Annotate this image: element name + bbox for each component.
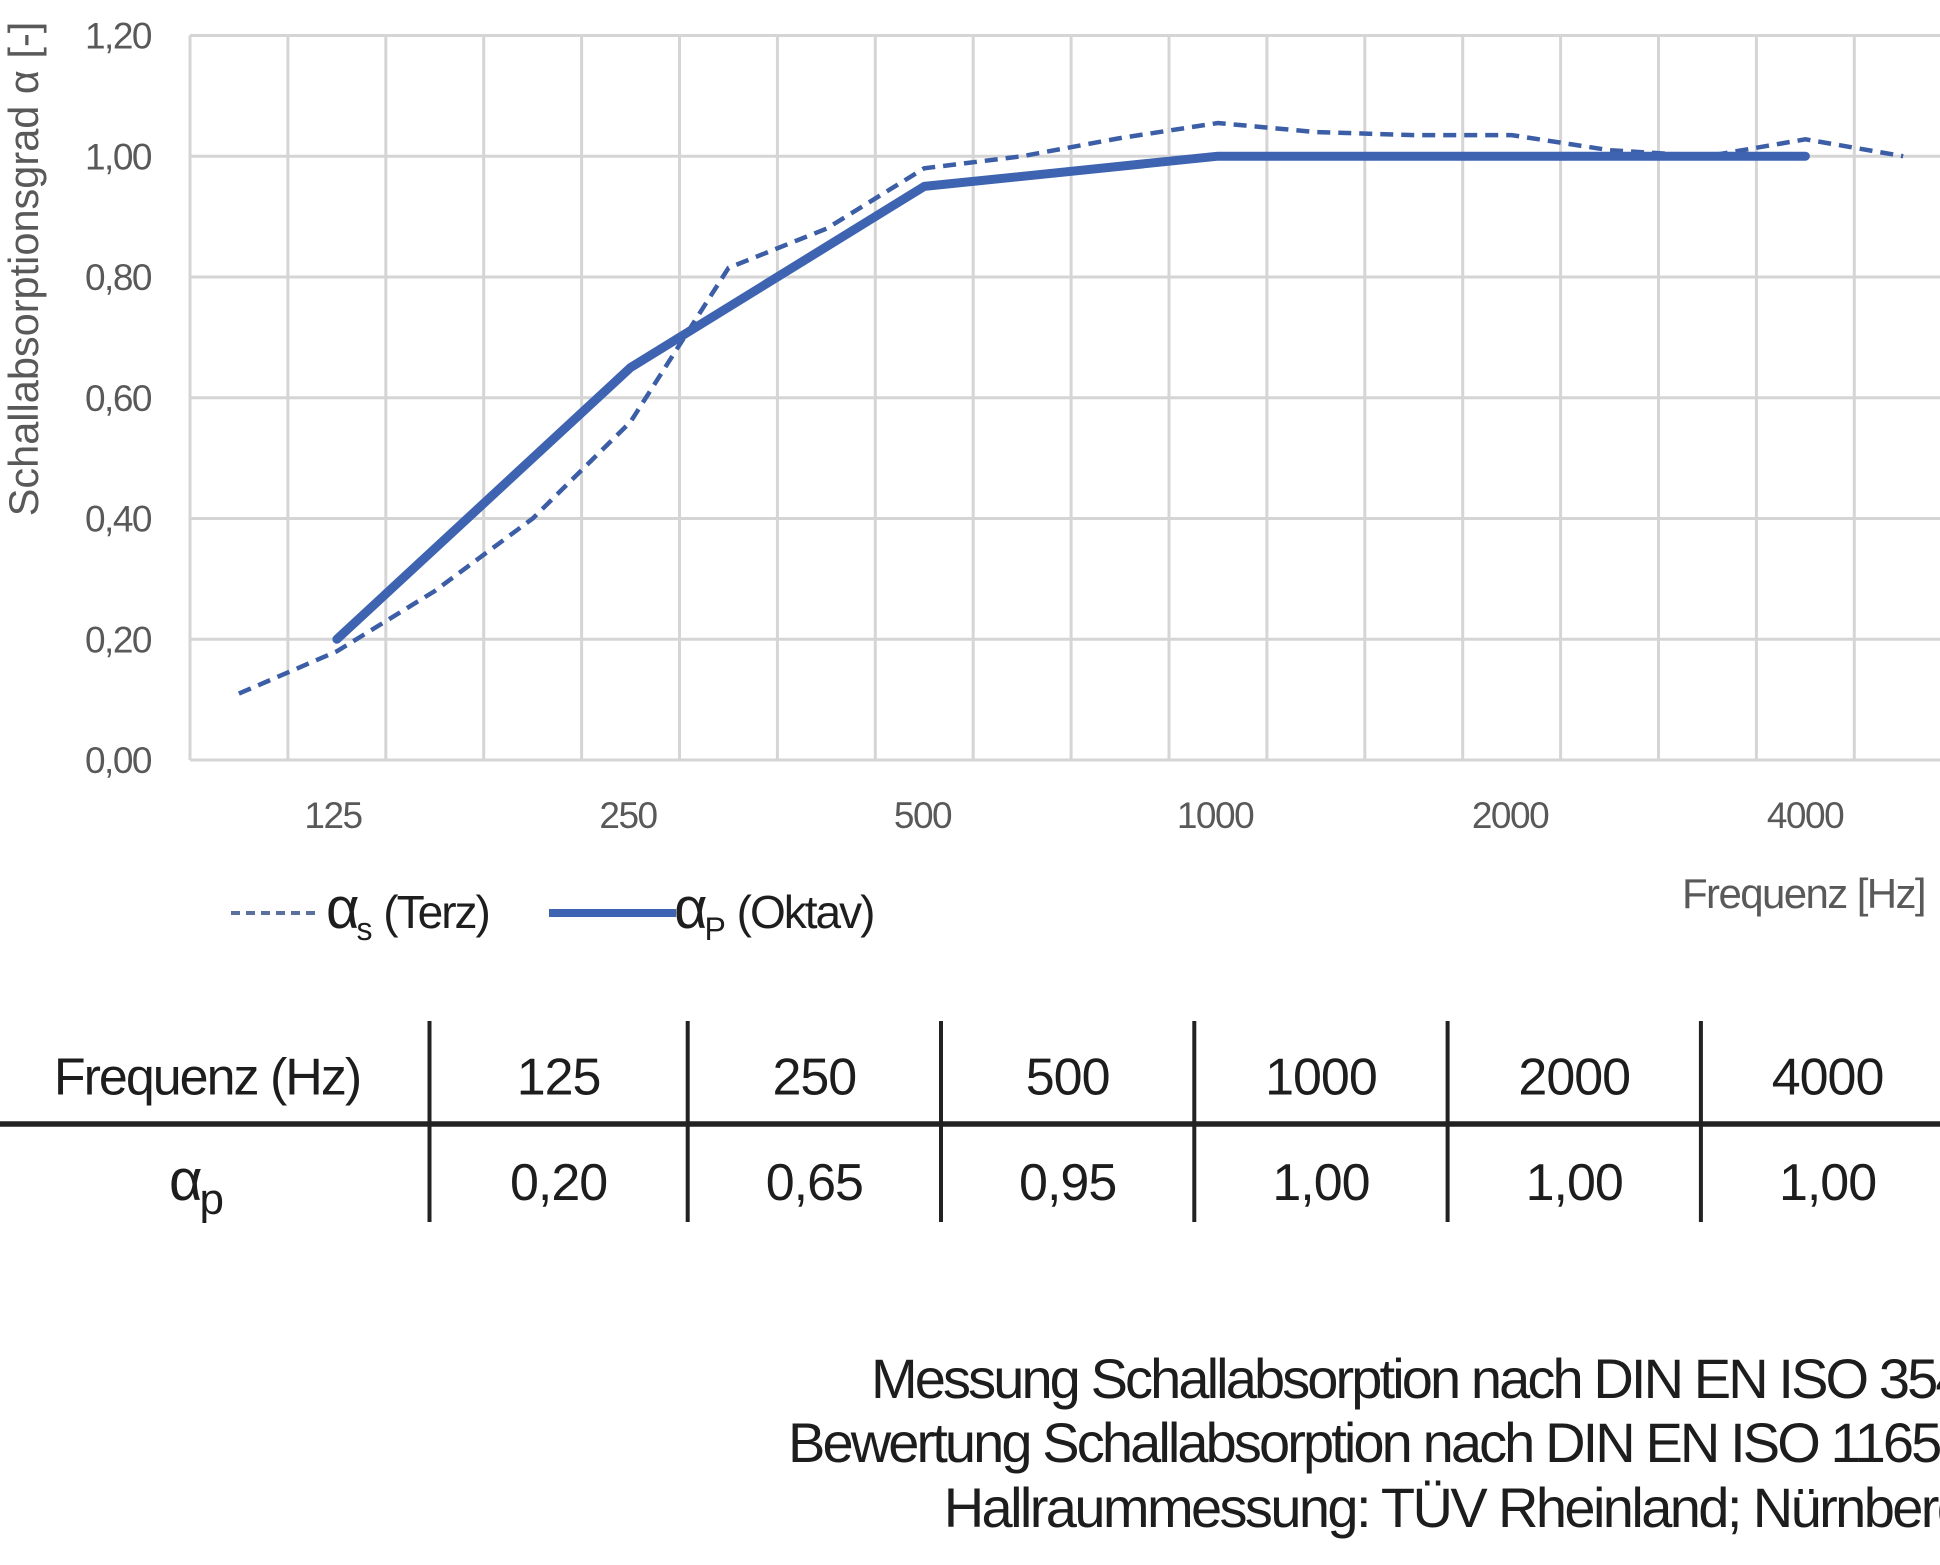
svg-text:Frequenz (Hz): Frequenz (Hz): [54, 1049, 360, 1107]
svg-text:0,20: 0,20: [510, 1154, 607, 1212]
svg-text:0,40: 0,40: [85, 499, 152, 540]
svg-text:0,80: 0,80: [85, 257, 152, 298]
svg-text:1,00: 1,00: [1526, 1154, 1623, 1212]
svg-text:500: 500: [1026, 1049, 1110, 1107]
svg-text:250: 250: [599, 795, 657, 836]
svg-text:Hallraummessung: TÜV Rheinland: Hallraummessung: TÜV Rheinland; Nürnberg: [944, 1476, 1940, 1539]
svg-text:500: 500: [894, 795, 952, 836]
svg-text:0,20: 0,20: [85, 619, 152, 660]
svg-text:0,65: 0,65: [766, 1154, 863, 1212]
svg-text:1,00: 1,00: [1779, 1154, 1876, 1212]
svg-text:Bewertung Schallabsorption nac: Bewertung Schallabsorption nach DIN EN I…: [788, 1411, 1940, 1474]
svg-text:0,95: 0,95: [1019, 1154, 1116, 1212]
svg-text:αP (Oktav): αP (Oktav): [674, 876, 873, 947]
svg-text:Messung Schallabsorption nach: Messung Schallabsorption nach DIN EN ISO…: [871, 1347, 1940, 1410]
svg-text:1000: 1000: [1177, 795, 1254, 836]
svg-text:4000: 4000: [1772, 1049, 1884, 1107]
svg-text:αs (Terz): αs (Terz): [326, 876, 489, 947]
svg-text:Schallabsorptionsgrad α [-]: Schallabsorptionsgrad α [-]: [0, 22, 47, 517]
svg-text:0,60: 0,60: [85, 378, 152, 419]
svg-text:αp: αp: [169, 1148, 223, 1224]
svg-text:1,00: 1,00: [85, 136, 152, 177]
svg-text:2000: 2000: [1518, 1049, 1630, 1107]
svg-text:1,00: 1,00: [1272, 1154, 1369, 1212]
svg-text:125: 125: [304, 795, 362, 836]
svg-text:1,20: 1,20: [85, 16, 152, 57]
svg-text:1000: 1000: [1265, 1049, 1377, 1107]
svg-text:Frequenz [Hz]: Frequenz [Hz]: [1682, 870, 1925, 917]
svg-text:125: 125: [517, 1049, 601, 1107]
svg-text:0,00: 0,00: [85, 740, 152, 781]
svg-text:4000: 4000: [1767, 795, 1844, 836]
svg-text:2000: 2000: [1472, 795, 1549, 836]
svg-text:250: 250: [772, 1049, 856, 1107]
